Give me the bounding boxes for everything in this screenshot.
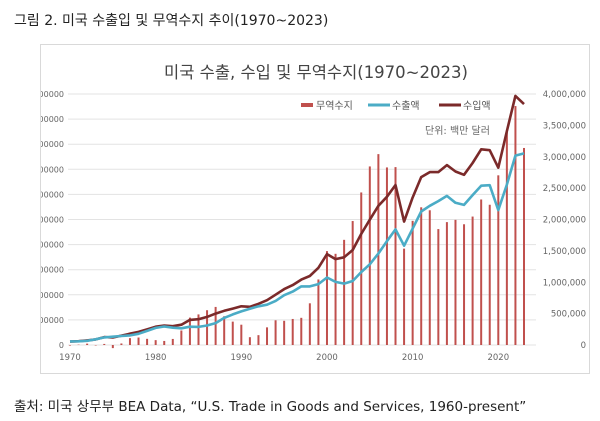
left-tick-label: -600000 (41, 190, 64, 199)
legend-label-imports: 수입액 (463, 99, 491, 112)
legend-label-exports: 수출액 (392, 100, 420, 112)
x-tick-label: 1980 (145, 353, 167, 363)
balance-bar (411, 220, 414, 345)
left-tick-label: 0 (59, 341, 64, 350)
legend-label-balance: 무역수지 (316, 100, 353, 112)
right-tick-label: 0 (581, 341, 586, 351)
balance-bar (146, 338, 149, 345)
balance-bar (274, 320, 277, 345)
unit-note: 단위: 백만 달러 (425, 124, 490, 137)
balance-bar (231, 321, 234, 345)
imports-line (69, 94, 525, 343)
balance-bar (128, 338, 131, 345)
balance-bar (171, 338, 174, 345)
left-tick-label: -100000 (41, 316, 64, 325)
balance-bar (180, 330, 183, 345)
balance-bar (497, 175, 500, 345)
legend: 무역수지 수출액 수입액 (301, 99, 491, 112)
left-axis: -1000000-900000-800000-700000-600000-500… (25, 90, 64, 350)
right-tick-label: 1,500,000 (543, 247, 586, 257)
balance-bar (86, 343, 89, 345)
left-tick-label: -500000 (41, 216, 64, 225)
balance-bar (523, 147, 525, 345)
balance-bar (437, 229, 440, 345)
left-tick-label: -300000 (41, 266, 64, 275)
balance-bar (385, 167, 388, 345)
exports-line (69, 152, 525, 343)
balance-bar (111, 345, 114, 349)
balance-bar (308, 303, 311, 345)
balance-bar (463, 224, 466, 345)
balance-bar (197, 314, 200, 345)
balance-bar (69, 345, 71, 346)
left-tick-label: -1000000 (41, 90, 64, 99)
balance-bar (505, 131, 508, 345)
balance-bar (377, 154, 380, 345)
x-tick-label: 2010 (402, 353, 424, 363)
balance-bar (206, 310, 209, 345)
balance-bar (343, 239, 346, 345)
balance-bar (120, 343, 123, 345)
right-tick-label: 3,000,000 (543, 153, 586, 163)
balance-bar (471, 216, 474, 345)
right-tick-label: 500,000 (551, 310, 586, 320)
right-tick-label: 3,500,000 (543, 121, 586, 131)
balance-bar (248, 337, 251, 345)
balance-bar (480, 199, 483, 345)
balance-bar (394, 167, 397, 345)
balance-bar (317, 279, 320, 345)
balance-bar (360, 192, 363, 345)
balance-bar (188, 317, 191, 345)
balance-bar (214, 306, 217, 345)
right-axis: 4,000,000 3,500,000 3,000,000 2,500,000 2,00… (543, 90, 586, 351)
chart-svg: 미국 수출, 수입 및 무역수지(1970~2023) -1000000-900… (25, 63, 586, 363)
legend-swatch-balance (301, 103, 313, 107)
left-tick-label: -900000 (41, 115, 64, 124)
balance-bar (300, 317, 303, 345)
source-note: 출처: 미국 상무부 BEA Data, “U.S. Trade in Good… (14, 399, 527, 415)
balance-bar (420, 207, 423, 345)
x-tick-label: 2020 (487, 353, 509, 363)
balance-bar (368, 166, 371, 345)
right-tick-label: 2,000,000 (543, 216, 586, 226)
balance-bar (163, 340, 166, 345)
right-tick-label: 4,000,000 (543, 90, 586, 100)
balance-bar (266, 327, 269, 345)
x-tick-label: 2000 (316, 353, 338, 363)
balance-bar (351, 221, 354, 345)
chart-title: 미국 수출, 수입 및 무역수지(1970~2023) (164, 63, 468, 82)
x-axis: 1970 1980 1990 2000 2010 2020 (59, 353, 509, 363)
balance-bar (445, 222, 448, 345)
balance-bar (154, 340, 157, 345)
balance-bars (69, 106, 525, 349)
right-tick-label: 2,500,000 (543, 184, 586, 194)
left-tick-label: -400000 (41, 241, 64, 250)
balance-bar (137, 337, 140, 345)
balance-bar (428, 210, 431, 345)
balance-bar (325, 251, 328, 345)
x-tick-label: 1970 (59, 353, 81, 363)
balance-bar (257, 335, 260, 345)
x-tick-label: 1990 (231, 353, 253, 363)
balance-bar (334, 253, 337, 345)
left-tick-label: -200000 (41, 291, 64, 300)
gridlines (68, 93, 536, 346)
left-tick-label: -800000 (41, 140, 64, 149)
right-tick-label: 1,000,000 (543, 278, 586, 288)
balance-bar (514, 106, 517, 345)
left-tick-label: -700000 (41, 165, 64, 174)
chart-frame: 미국 수출, 수입 및 무역수지(1970~2023) -1000000-900… (25, 44, 590, 374)
balance-bar (403, 248, 406, 345)
balance-bar (488, 204, 491, 345)
balance-bar (291, 318, 294, 345)
figure-caption: 그림 2. 미국 수출입 및 무역수지 추이(1970~2023) (14, 13, 329, 29)
balance-bar (454, 219, 457, 345)
lines (69, 94, 525, 343)
balance-bar (283, 320, 286, 345)
balance-bar (103, 343, 106, 345)
balance-bar (223, 316, 226, 345)
balance-bar (240, 324, 243, 345)
